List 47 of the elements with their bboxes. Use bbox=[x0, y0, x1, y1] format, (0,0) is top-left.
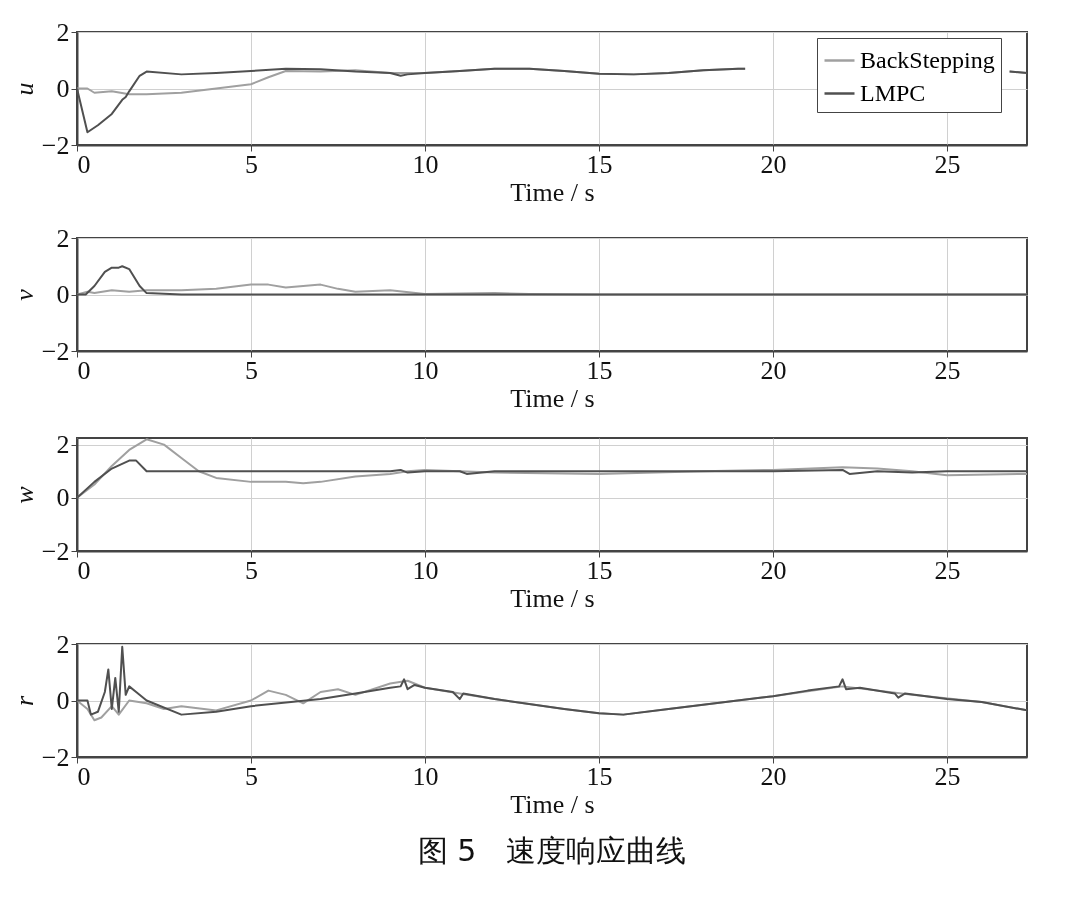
y-axis-title: r bbox=[9, 695, 39, 707]
x-tick-label: 0 bbox=[77, 355, 91, 385]
x-axis-title: Time / s bbox=[510, 789, 595, 819]
y-axis-title: w bbox=[9, 485, 39, 504]
x-tick-label: 20 bbox=[760, 149, 787, 179]
y-tick-label: 2 bbox=[56, 629, 70, 659]
legend-label: BackStepping bbox=[860, 46, 995, 73]
x-axis-title: Time / s bbox=[510, 383, 595, 413]
x-tick-label: 25 bbox=[934, 761, 961, 791]
y-tick-label: 2 bbox=[56, 17, 70, 47]
y-axis-title: u bbox=[9, 82, 39, 96]
x-tick-label: 15 bbox=[586, 761, 613, 791]
x-tick-label: 5 bbox=[244, 761, 258, 791]
y-tick-label: 0 bbox=[56, 280, 70, 309]
y-tick-label: −2 bbox=[41, 336, 70, 366]
x-tick-label: 20 bbox=[760, 355, 787, 385]
x-tick-label: 0 bbox=[77, 555, 91, 585]
x-tick-label: 5 bbox=[244, 355, 258, 385]
x-tick-label: 0 bbox=[77, 761, 91, 791]
x-tick-label: 5 bbox=[244, 149, 258, 179]
y-tick-label: 0 bbox=[56, 74, 70, 103]
y-tick-label: 0 bbox=[56, 483, 70, 513]
x-axis-title: Time / s bbox=[510, 583, 595, 613]
legend-label: LMPC bbox=[860, 79, 926, 106]
x-tick-label: 25 bbox=[934, 555, 961, 585]
y-tick-label: 2 bbox=[56, 223, 70, 253]
x-tick-label: 25 bbox=[934, 355, 961, 385]
x-tick-label: 10 bbox=[412, 555, 439, 585]
x-tick-label: 0 bbox=[77, 149, 91, 179]
y-tick-label: −2 bbox=[41, 742, 70, 772]
x-tick-label: 10 bbox=[412, 355, 439, 385]
y-tick-label: 2 bbox=[56, 430, 70, 460]
x-tick-label: 15 bbox=[586, 555, 613, 585]
y-axis-title: v bbox=[9, 288, 39, 301]
x-tick-label: 20 bbox=[760, 555, 787, 585]
x-tick-label: 10 bbox=[412, 761, 439, 791]
x-axis-title: Time / s bbox=[510, 177, 595, 207]
caption: 图 5 速度响应曲线 bbox=[417, 833, 687, 868]
x-tick-label: 10 bbox=[412, 149, 439, 179]
y-tick-label: −2 bbox=[41, 130, 70, 160]
y-tick-label: 0 bbox=[56, 686, 70, 715]
x-tick-label: 5 bbox=[244, 555, 258, 585]
x-tick-label: 20 bbox=[760, 761, 787, 791]
x-tick-label: 25 bbox=[934, 149, 961, 179]
x-tick-label: 15 bbox=[586, 149, 613, 179]
x-tick-label: 15 bbox=[586, 355, 613, 385]
y-tick-label: −2 bbox=[41, 536, 70, 566]
